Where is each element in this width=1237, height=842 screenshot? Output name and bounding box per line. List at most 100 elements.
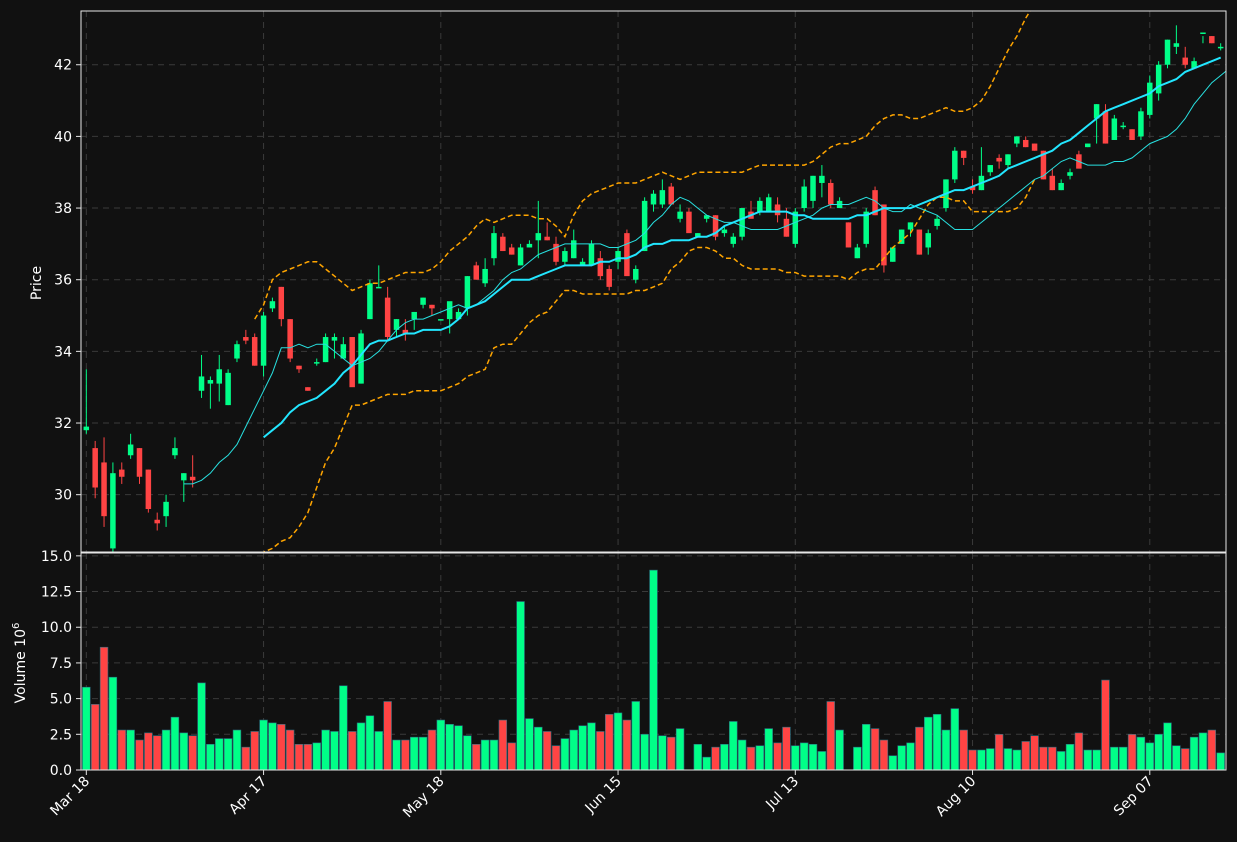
volume-bar [1181, 748, 1190, 770]
candle-body [615, 251, 621, 262]
volume-bar [135, 739, 144, 770]
volume-bar [1074, 732, 1084, 770]
volume-bar [1039, 746, 1048, 770]
volume-bar [861, 724, 871, 770]
candle-body [92, 448, 98, 488]
candle-body [792, 211, 799, 244]
candle-body [198, 376, 205, 391]
volume-bar [294, 744, 304, 770]
candle-body [1085, 143, 1091, 148]
candle-body [207, 380, 214, 384]
volume-bar [693, 744, 703, 770]
volume-bar [870, 728, 880, 770]
candle-body [172, 448, 178, 456]
bollinger-lower-line [262, 179, 1036, 552]
moving-average-fast-line [183, 70, 1226, 485]
moving-average-slow-line [262, 56, 1222, 439]
candle-body [517, 247, 524, 266]
volume-bar [924, 716, 933, 770]
candle-body [996, 157, 1002, 162]
volume-bar [578, 725, 587, 770]
volume-y-tick-label: 5.0 [50, 692, 72, 708]
candle-body [420, 297, 426, 305]
volume-bar [1145, 742, 1154, 770]
candle-body [624, 233, 630, 277]
volume-bar [1065, 744, 1075, 770]
candle-body [473, 265, 480, 280]
candle-body [500, 236, 506, 252]
candle-body [801, 186, 807, 209]
volume-bar [339, 685, 348, 770]
candle-body [411, 311, 417, 320]
volume-bar [1136, 736, 1146, 770]
candle-body [234, 344, 240, 359]
volume-bar [1207, 729, 1217, 770]
candle-body [783, 218, 790, 237]
candle-body [845, 222, 852, 248]
volume-bar [179, 732, 189, 770]
volume-bar [791, 745, 800, 770]
candle-body [305, 387, 311, 391]
volume-bar [675, 728, 685, 770]
candle-body [331, 337, 338, 341]
volume-bar [206, 744, 215, 770]
candle-body [367, 283, 373, 320]
candle-body [358, 333, 364, 384]
candle-body [340, 344, 347, 359]
candle-body [296, 365, 302, 370]
candle-body [119, 469, 125, 477]
candle-body [225, 372, 231, 406]
candle-body [145, 469, 152, 510]
candle-body [650, 193, 657, 205]
candle-body [721, 229, 728, 234]
volume-bar [640, 734, 649, 770]
volume-bar [268, 722, 277, 770]
volume-bar [374, 731, 383, 770]
candle-body [83, 426, 90, 431]
volume-bar [516, 601, 525, 770]
volume-bar [1092, 749, 1101, 770]
candle-body [313, 362, 320, 364]
candle-body [934, 218, 940, 226]
candle-body [960, 150, 967, 158]
volume-bar [879, 739, 889, 770]
volume-y-tick-label: 15.0 [41, 549, 72, 565]
volume-bar [383, 701, 392, 770]
candle-body [890, 247, 896, 262]
price-y-tick-label: 30 [54, 488, 72, 504]
volume-bar [410, 736, 419, 770]
volume-bar [489, 739, 499, 770]
volume-y-tick-label: 12.5 [41, 585, 72, 601]
candle-body [1005, 154, 1011, 166]
volume-bar [321, 729, 330, 770]
candle-body [1182, 57, 1188, 65]
candle-body [881, 204, 887, 266]
volume-bar [542, 731, 552, 770]
volume-bar [507, 742, 516, 770]
candle-body [659, 190, 666, 205]
volume-axis-label-text: Volume 10 [13, 629, 29, 703]
volume-bar [117, 729, 126, 770]
candle-body [916, 229, 923, 255]
volume-bar [1030, 735, 1039, 770]
volume-bar [232, 729, 242, 770]
candle-body [597, 258, 604, 277]
candle-body [1164, 39, 1171, 65]
volume-bar [569, 729, 578, 770]
volume-bar [1154, 734, 1163, 770]
candle-body [535, 233, 542, 241]
price-y-tick-label: 36 [54, 273, 72, 289]
candle-body [127, 444, 134, 456]
volume-bar [215, 738, 224, 770]
candle-body [925, 233, 931, 248]
volume-bar [472, 744, 481, 770]
volume-bar [1118, 746, 1128, 770]
volume-bar [631, 701, 640, 770]
volume-bar [932, 714, 942, 770]
candle-body [1022, 139, 1029, 148]
volume-bar [994, 734, 1004, 770]
volume-y-tick-label: 0.0 [50, 763, 72, 779]
candle-body [969, 186, 976, 191]
volume-bar [1216, 752, 1225, 770]
candle-body [526, 243, 533, 248]
